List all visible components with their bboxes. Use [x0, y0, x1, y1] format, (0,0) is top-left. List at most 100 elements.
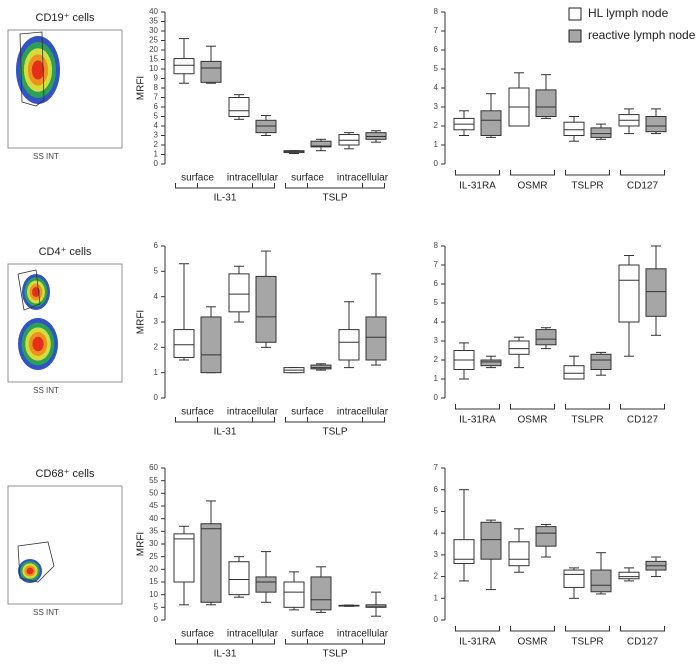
- category-bracket: [565, 404, 610, 410]
- x-tick-label: intracellular: [337, 173, 389, 184]
- y-tick-label: 40: [149, 514, 158, 523]
- x-tick-label: intracellular: [227, 629, 279, 640]
- y-tick-label: 0: [154, 615, 159, 624]
- box-plot: [228, 556, 250, 598]
- y-tick-label: 4: [434, 528, 439, 537]
- box: [200, 316, 222, 374]
- y-tick-label: 0: [434, 393, 439, 402]
- y-tick-label: 1: [154, 150, 159, 159]
- x-tick-label: surface: [181, 629, 214, 640]
- box-plot: [508, 528, 530, 573]
- x-tick-label: OSMR: [518, 637, 548, 648]
- category-bracket: [455, 404, 500, 410]
- y-tick-label: 3: [434, 102, 439, 111]
- box-plot: [228, 94, 250, 120]
- box: [228, 97, 250, 117]
- box: [645, 116, 667, 133]
- x-tick-label: intracellular: [337, 407, 389, 418]
- group-bracket: [285, 183, 385, 189]
- x-tick-label: TSLPR: [571, 637, 603, 648]
- box-plot: [508, 336, 530, 369]
- y-tick-label: 60: [149, 463, 158, 472]
- box-plot: [590, 123, 612, 140]
- box: [480, 110, 502, 137]
- category-bracket: [510, 170, 555, 176]
- y-tick-label: 5: [434, 64, 439, 73]
- box: [310, 576, 332, 611]
- y-tick-label: 0: [154, 159, 159, 168]
- box-plot: [255, 551, 277, 603]
- y-tick-label: 8: [154, 83, 159, 92]
- box: [590, 353, 612, 370]
- category-bracket: [510, 404, 555, 410]
- legend-label: reactive lymph node: [588, 28, 696, 42]
- density-level: [32, 336, 44, 352]
- y-tick-label: 1: [434, 374, 439, 383]
- y-tick-label: 1: [434, 593, 439, 602]
- box-plot: [563, 355, 585, 380]
- group-label: TSLP: [322, 193, 347, 204]
- x-tick-label: IL-31RA: [459, 181, 496, 192]
- y-tick-label: 45: [149, 501, 158, 510]
- box: [618, 264, 640, 323]
- box-plot: [310, 566, 332, 613]
- y-tick-label: 35: [149, 526, 158, 535]
- box-plot: [338, 301, 360, 369]
- y-tick-label: 0: [154, 393, 159, 402]
- box: [200, 60, 222, 83]
- y-tick-label: 3: [154, 131, 159, 140]
- y-tick-label: 2: [434, 572, 439, 581]
- y-tick-label: 5: [154, 266, 159, 275]
- x-tick-label: OSMR: [518, 415, 548, 426]
- box-plot: [365, 130, 387, 143]
- box-plot: [173, 38, 195, 84]
- box: [480, 359, 502, 367]
- box: [480, 521, 502, 560]
- box-plot: [173, 263, 195, 361]
- box: [173, 329, 195, 358]
- box-plot: [338, 132, 360, 150]
- box: [365, 604, 387, 608]
- group-label: IL-31: [214, 427, 237, 438]
- box: [618, 571, 640, 580]
- x-tick-label: CD127: [627, 415, 659, 426]
- x-tick-label: IL-31RA: [459, 415, 496, 426]
- box: [563, 121, 585, 136]
- y-tick-label: 6: [434, 45, 439, 54]
- x-tick-label: CD127: [627, 181, 659, 192]
- x-tick-label: surface: [291, 173, 324, 184]
- box-plot: [453, 110, 475, 136]
- y-tick-label: 5: [154, 112, 159, 121]
- x-tick-label: surface: [181, 407, 214, 418]
- group-bracket: [175, 639, 275, 645]
- y-tick-label: 2: [434, 121, 439, 130]
- box: [173, 58, 195, 75]
- legend-swatch: [568, 7, 582, 21]
- group-label: IL-31: [214, 193, 237, 204]
- box: [200, 523, 222, 603]
- density-level: [26, 567, 34, 575]
- flow-title: CD68⁺ cells: [36, 468, 95, 480]
- category-bracket: [620, 404, 665, 410]
- box-plot: [453, 489, 475, 582]
- box-plot: [535, 327, 557, 350]
- box-plot: [563, 567, 585, 599]
- y-tick-label: 4: [434, 317, 439, 326]
- y-tick-label: 6: [434, 485, 439, 494]
- box: [590, 569, 612, 593]
- legend-swatch: [568, 29, 582, 43]
- category-bracket: [510, 626, 555, 632]
- y-tick-label: 20: [149, 45, 158, 54]
- y-tick-label: 5: [154, 602, 159, 611]
- box: [283, 581, 305, 608]
- flow-x-label: SS INT: [33, 152, 59, 161]
- x-tick-label: surface: [181, 173, 214, 184]
- y-tick-label: 10: [149, 590, 158, 599]
- box: [645, 268, 667, 317]
- box-plot: [200, 500, 222, 606]
- box-plot: [310, 138, 332, 152]
- y-tick-label: 50: [149, 488, 158, 497]
- flow-title: CD4⁺ cells: [39, 246, 92, 258]
- y-tick-label: 10: [149, 64, 158, 73]
